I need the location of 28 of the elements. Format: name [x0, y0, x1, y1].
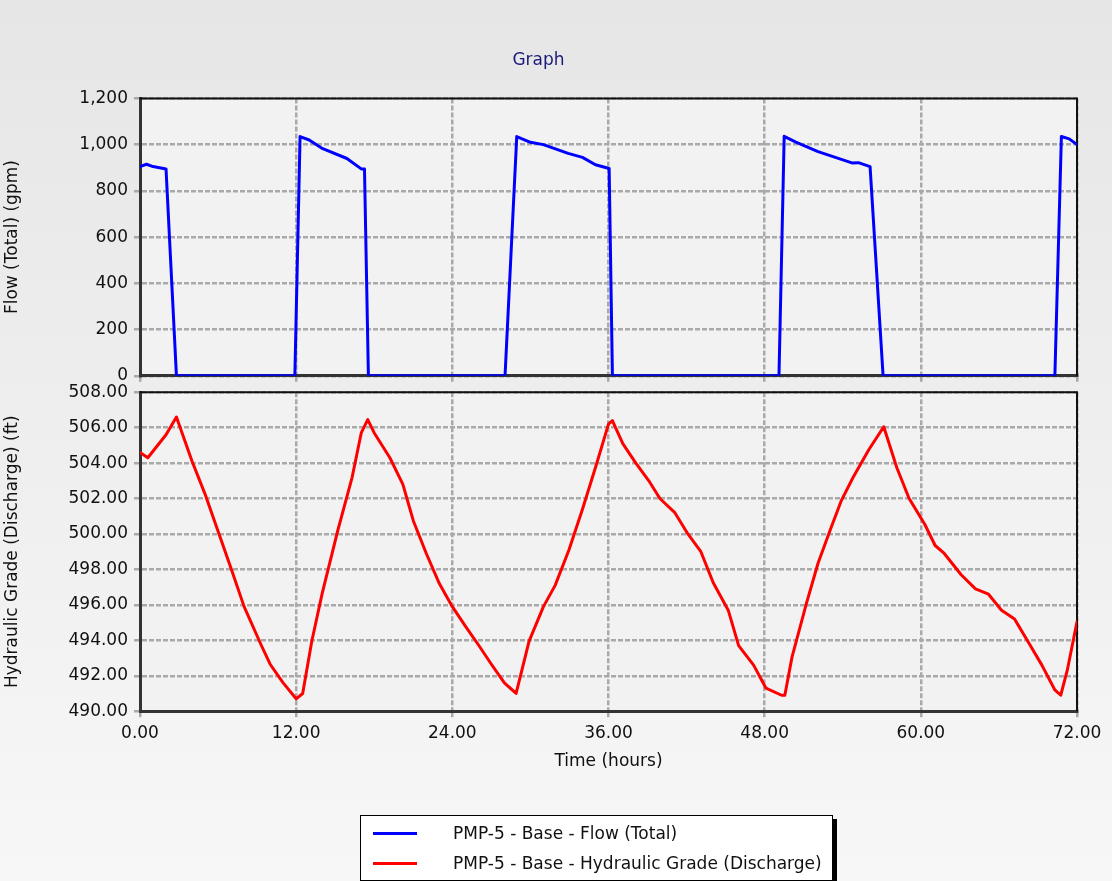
x-tick-label: 60.00	[896, 721, 946, 742]
x-tick-label: 48.00	[740, 721, 789, 742]
x-tick-label: 72.00	[1052, 721, 1102, 742]
y-tick-label: 498.00	[68, 557, 128, 578]
y-tick-label: 500.00	[68, 522, 128, 543]
y-tick-label: 494.00	[68, 628, 128, 649]
y-tick-label: 496.00	[68, 593, 128, 614]
x-tick-label: 36.00	[584, 721, 633, 742]
y-tick-label: 502.00	[68, 486, 128, 507]
legend-label: PMP-5 - Base - Flow (Total)	[453, 823, 678, 843]
x-tick-label: 12.00	[271, 721, 321, 742]
y-axis-title: Flow (Total) (gpm)	[0, 160, 21, 315]
y-tick-label: 1,000	[79, 133, 128, 154]
y-tick-label: 492.00	[68, 664, 128, 685]
y-axis-title: Hydraulic Grade (Discharge) (ft)	[0, 415, 21, 689]
chart-title: Graph	[512, 48, 565, 69]
x-tick-label: 24.00	[428, 721, 477, 742]
y-tick-label: 504.00	[68, 451, 128, 472]
y-tick-label: 400	[95, 271, 128, 292]
y-tick-label: 1,200	[79, 86, 128, 107]
y-tick-label: 200	[95, 317, 128, 338]
y-tick-label: 800	[95, 179, 128, 200]
x-axis-title: Time (hours)	[553, 750, 663, 771]
y-tick-label: 490.00	[68, 699, 128, 720]
y-tick-label: 600	[95, 225, 128, 246]
x-tick-label: 0.00	[121, 721, 159, 742]
legend-label: PMP-5 - Base - Hydraulic Grade (Discharge)	[453, 853, 822, 873]
y-tick-label: 506.00	[68, 416, 128, 437]
